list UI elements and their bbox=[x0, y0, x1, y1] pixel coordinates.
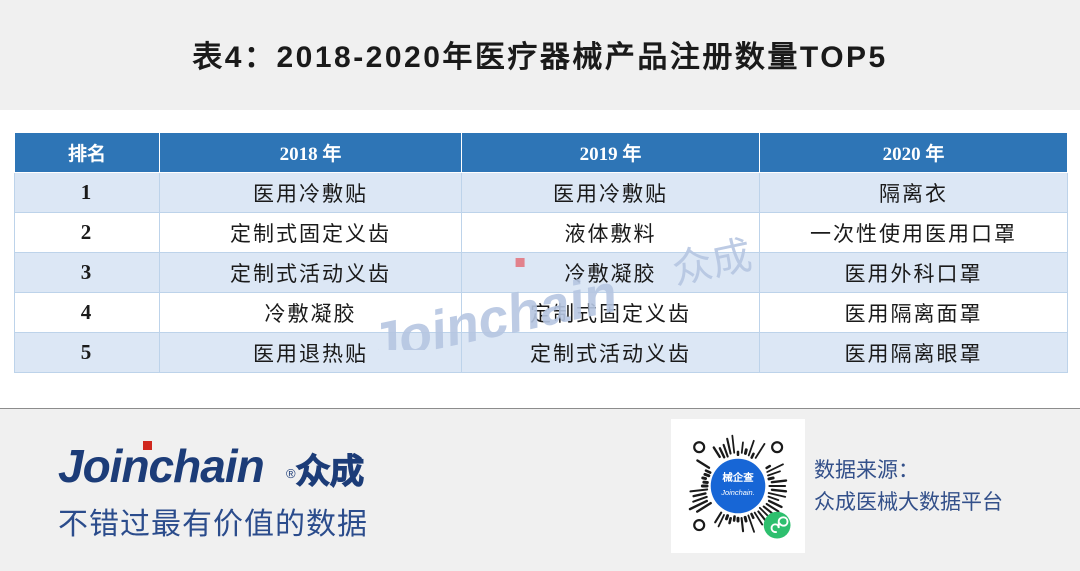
svg-text:众成: 众成 bbox=[296, 453, 364, 491]
svg-text:Joinchain.: Joinchain. bbox=[720, 488, 755, 497]
svg-text:®: ® bbox=[286, 466, 296, 481]
svg-text:Joinchain: Joinchain bbox=[58, 440, 264, 492]
svg-text:械企查: 械企查 bbox=[722, 471, 754, 484]
